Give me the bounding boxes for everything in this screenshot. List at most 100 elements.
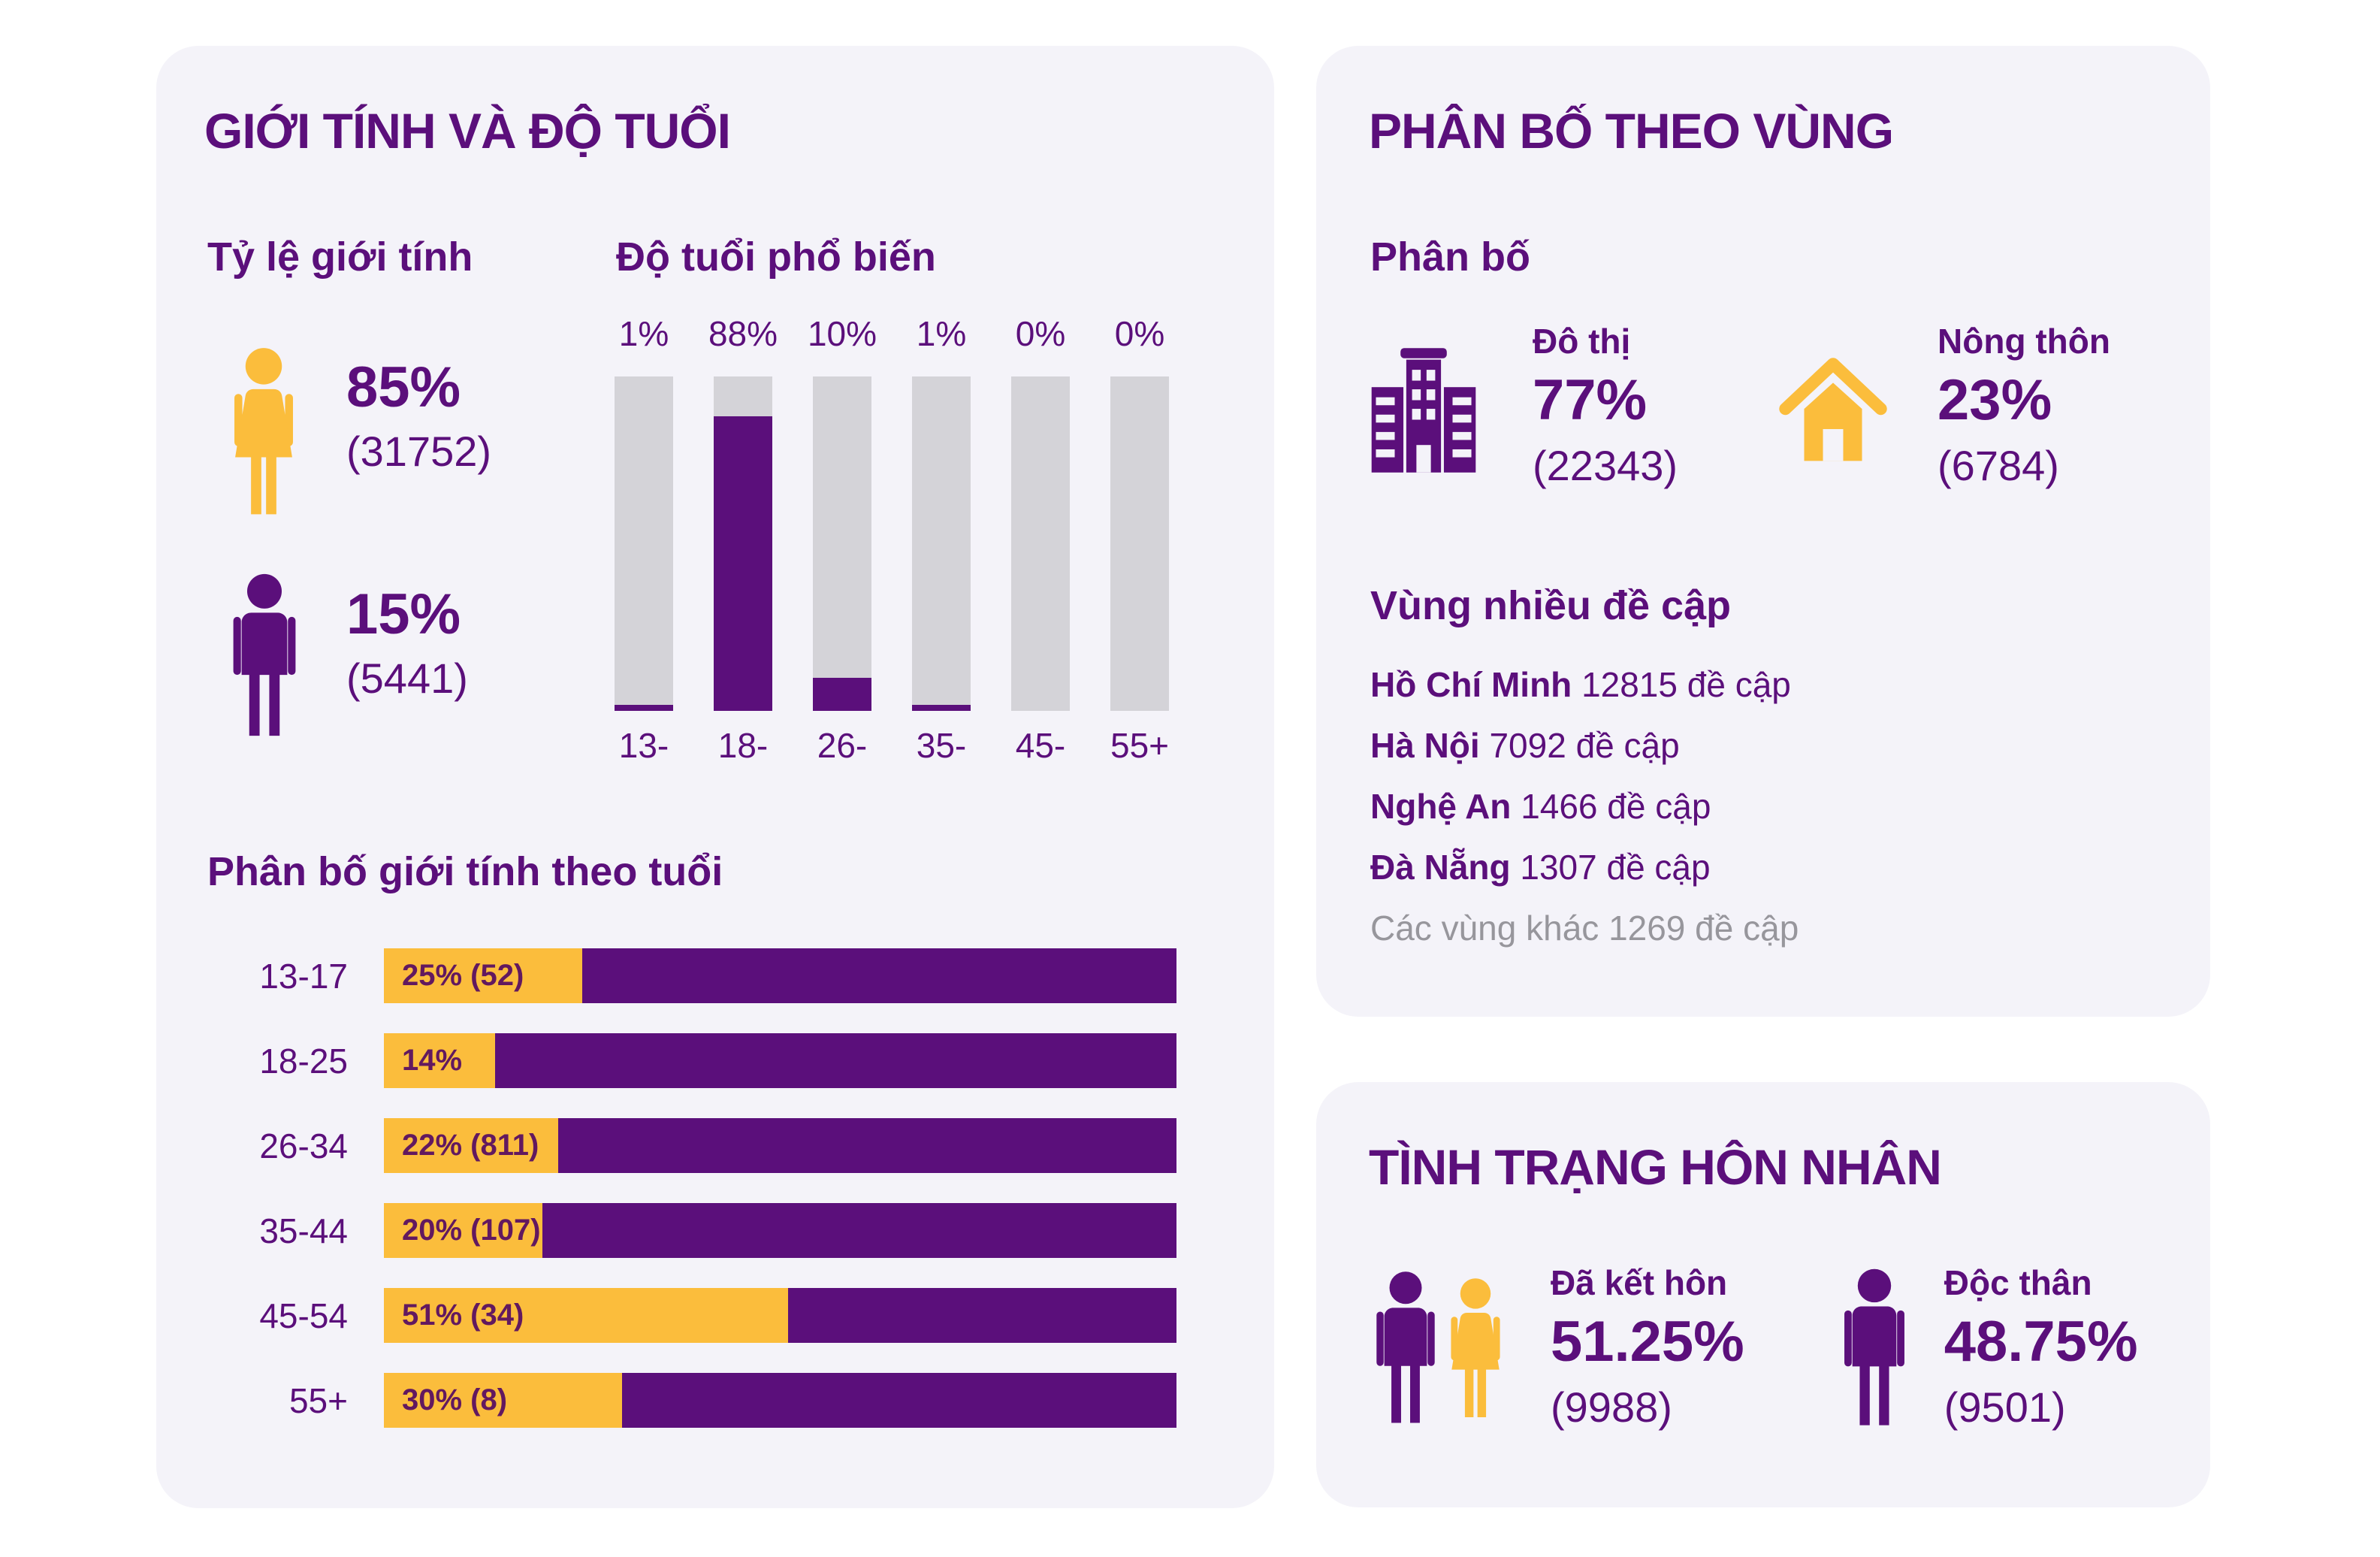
female-segment-label: 22% (811): [402, 1129, 539, 1162]
single-label: Độc thân: [1944, 1263, 2092, 1302]
age-bar-fill: [813, 677, 871, 711]
region-row-nghe-an: Nghệ An 1466 đề cập: [1370, 787, 1799, 826]
male-segment: [788, 1288, 1176, 1343]
age-bar-value: 88%: [708, 314, 778, 353]
urban-count: (22343): [1533, 442, 1678, 489]
age-bar-category: 26-: [817, 726, 868, 765]
age-bar-category: 13-: [618, 726, 669, 765]
age-bar-fill: [714, 416, 772, 711]
age-bar-value: 10%: [807, 314, 877, 353]
region-card-title: PHÂN BỐ THEO VÙNG: [1369, 103, 1894, 159]
region-card: PHÂN BỐ THEO VÙNG Phân bố: [1316, 46, 2210, 1017]
female-segment-label: 14%: [402, 1044, 463, 1077]
male-icon: [233, 573, 296, 736]
age-chart-heading: Độ tuổi phổ biến: [616, 234, 936, 280]
age-bar-track: [813, 376, 871, 711]
single-text: Độc thân 48.75% (9501): [1944, 1262, 2138, 1432]
stacked-bar: 30% (8): [384, 1373, 1176, 1428]
male-segment: [542, 1203, 1176, 1258]
age-bar-category: 35-: [916, 726, 967, 765]
female-segment: 25% (52): [384, 948, 582, 1003]
stacked-bar: 51% (34): [384, 1288, 1176, 1343]
gender-age-row: 55+ 30% (8): [156, 1373, 1274, 1428]
region-mentions: 1466 đề cập: [1521, 787, 1711, 826]
age-range-label: 45-54: [259, 1295, 348, 1335]
age-bar-fill: [912, 705, 971, 711]
female-count: (31752): [346, 427, 492, 475]
female-segment: 22% (811): [384, 1118, 559, 1173]
rural-stat: Nông thôn 23% (6784): [1775, 321, 2110, 490]
male-count: (5441): [346, 654, 468, 702]
female-segment-label: 51% (34): [402, 1299, 524, 1332]
urban-text: Đô thị 77% (22343): [1533, 321, 1678, 490]
age-bar-column: 1% 35-: [912, 316, 971, 766]
stacked-bar: 20% (107): [384, 1203, 1176, 1258]
stacked-bar: 14%: [384, 1033, 1176, 1088]
rural-text: Nông thôn 23% (6784): [1938, 321, 2110, 490]
urban-percent: 77%: [1533, 368, 1648, 432]
region-name: Đà Nẵng: [1370, 848, 1511, 887]
age-bar-value: 1%: [618, 314, 669, 353]
female-segment-label: 30% (8): [402, 1383, 508, 1416]
single-stat: Độc thân 48.75% (9501): [1841, 1262, 2138, 1435]
age-bar-category: 55+: [1110, 726, 1170, 765]
building-icon: [1371, 348, 1476, 473]
stacked-bar: 22% (811): [384, 1118, 1176, 1173]
gender-age-row: 35-44 20% (107): [156, 1203, 1274, 1258]
female-icon: [234, 348, 293, 515]
married-couple-icons: [1373, 1268, 1509, 1435]
age-bar-column: 1% 13-: [615, 316, 673, 766]
female-segment: 30% (8): [384, 1373, 622, 1428]
male-icon: [1844, 1268, 1904, 1425]
age-bar-fill: [615, 705, 673, 711]
male-segment: [558, 1118, 1176, 1173]
female-stat: 85% (31752): [346, 358, 491, 476]
stacked-bar: 25% (52): [384, 948, 1176, 1003]
male-percent: 15%: [346, 582, 461, 646]
age-bar-column: 10% 26-: [808, 316, 877, 766]
gender-by-age-heading: Phân bố giới tính theo tuổi: [207, 849, 723, 894]
female-segment-label: 20% (107): [402, 1214, 541, 1247]
gender-age-card: GIỚI TÍNH VÀ ĐỘ TUỔI Tỷ lệ giới tính Độ …: [156, 46, 1274, 1508]
age-range-label: 55+: [288, 1380, 348, 1420]
urban-stat: Đô thị 77% (22343): [1366, 321, 1678, 490]
age-distribution-chart: 1% 13- 88% 18- 10% 26- 1% 35- 0% 45- 0% 55+: [615, 316, 1169, 766]
age-bar-track: [1011, 376, 1070, 711]
female-segment: 51% (34): [384, 1288, 789, 1343]
age-range-label: 35-44: [259, 1211, 348, 1250]
age-bar-column: 0% 45-: [1011, 316, 1070, 766]
married-percent: 51.25%: [1551, 1310, 1744, 1374]
married-count: (9988): [1551, 1383, 1672, 1431]
age-bar-category: 45-: [1015, 726, 1066, 765]
distribution-heading: Phân bố: [1370, 234, 1530, 280]
age-range-label: 13-17: [259, 956, 348, 996]
female-icon: [1451, 1278, 1500, 1417]
single-count: (9501): [1944, 1383, 2066, 1431]
age-bar-value: 0%: [1114, 314, 1165, 353]
married-stat: Đã kết hôn 51.25% (9988): [1373, 1262, 1744, 1435]
region-mentions: 1307 đề cập: [1520, 848, 1711, 887]
marital-card-title: TÌNH TRẠNG HÔN NHÂN: [1369, 1139, 1942, 1195]
rural-label: Nông thôn: [1938, 322, 2110, 361]
male-icon: [1376, 1271, 1435, 1423]
urban-label: Đô thị: [1533, 322, 1631, 361]
age-bar-column: 88% 18-: [708, 316, 778, 766]
rural-count: (6784): [1938, 442, 2059, 489]
male-segment: [581, 948, 1176, 1003]
age-bar-value: 0%: [1015, 314, 1066, 353]
age-bar-track: [615, 376, 673, 711]
married-text: Đã kết hôn 51.25% (9988): [1551, 1262, 1744, 1432]
urban-rural-row: Đô thị 77% (22343) Nông thôn 23% (6784): [1366, 321, 2110, 490]
region-mentions: 1269 đề cập: [1608, 909, 1799, 948]
region-mentions: 12815 đề cập: [1581, 665, 1791, 704]
female-segment: 14%: [384, 1033, 495, 1088]
female-segment-label: 25% (52): [402, 959, 524, 992]
gender-ratio-heading: Tỷ lệ giới tính: [207, 234, 473, 280]
region-row-da-nang: Đà Nẵng 1307 đề cập: [1370, 848, 1799, 887]
gender-by-age-chart: 13-17 25% (52) 18-25 14% 26-34 22% (811) 35-44…: [156, 948, 1274, 1458]
male-stat: 15% (5441): [346, 585, 468, 703]
house-icon: [1779, 358, 1887, 461]
region-row-ha-noi: Hà Nội 7092 đề cập: [1370, 726, 1799, 765]
region-name: Các vùng khác: [1370, 909, 1599, 948]
age-range-label: 18-25: [259, 1041, 348, 1081]
